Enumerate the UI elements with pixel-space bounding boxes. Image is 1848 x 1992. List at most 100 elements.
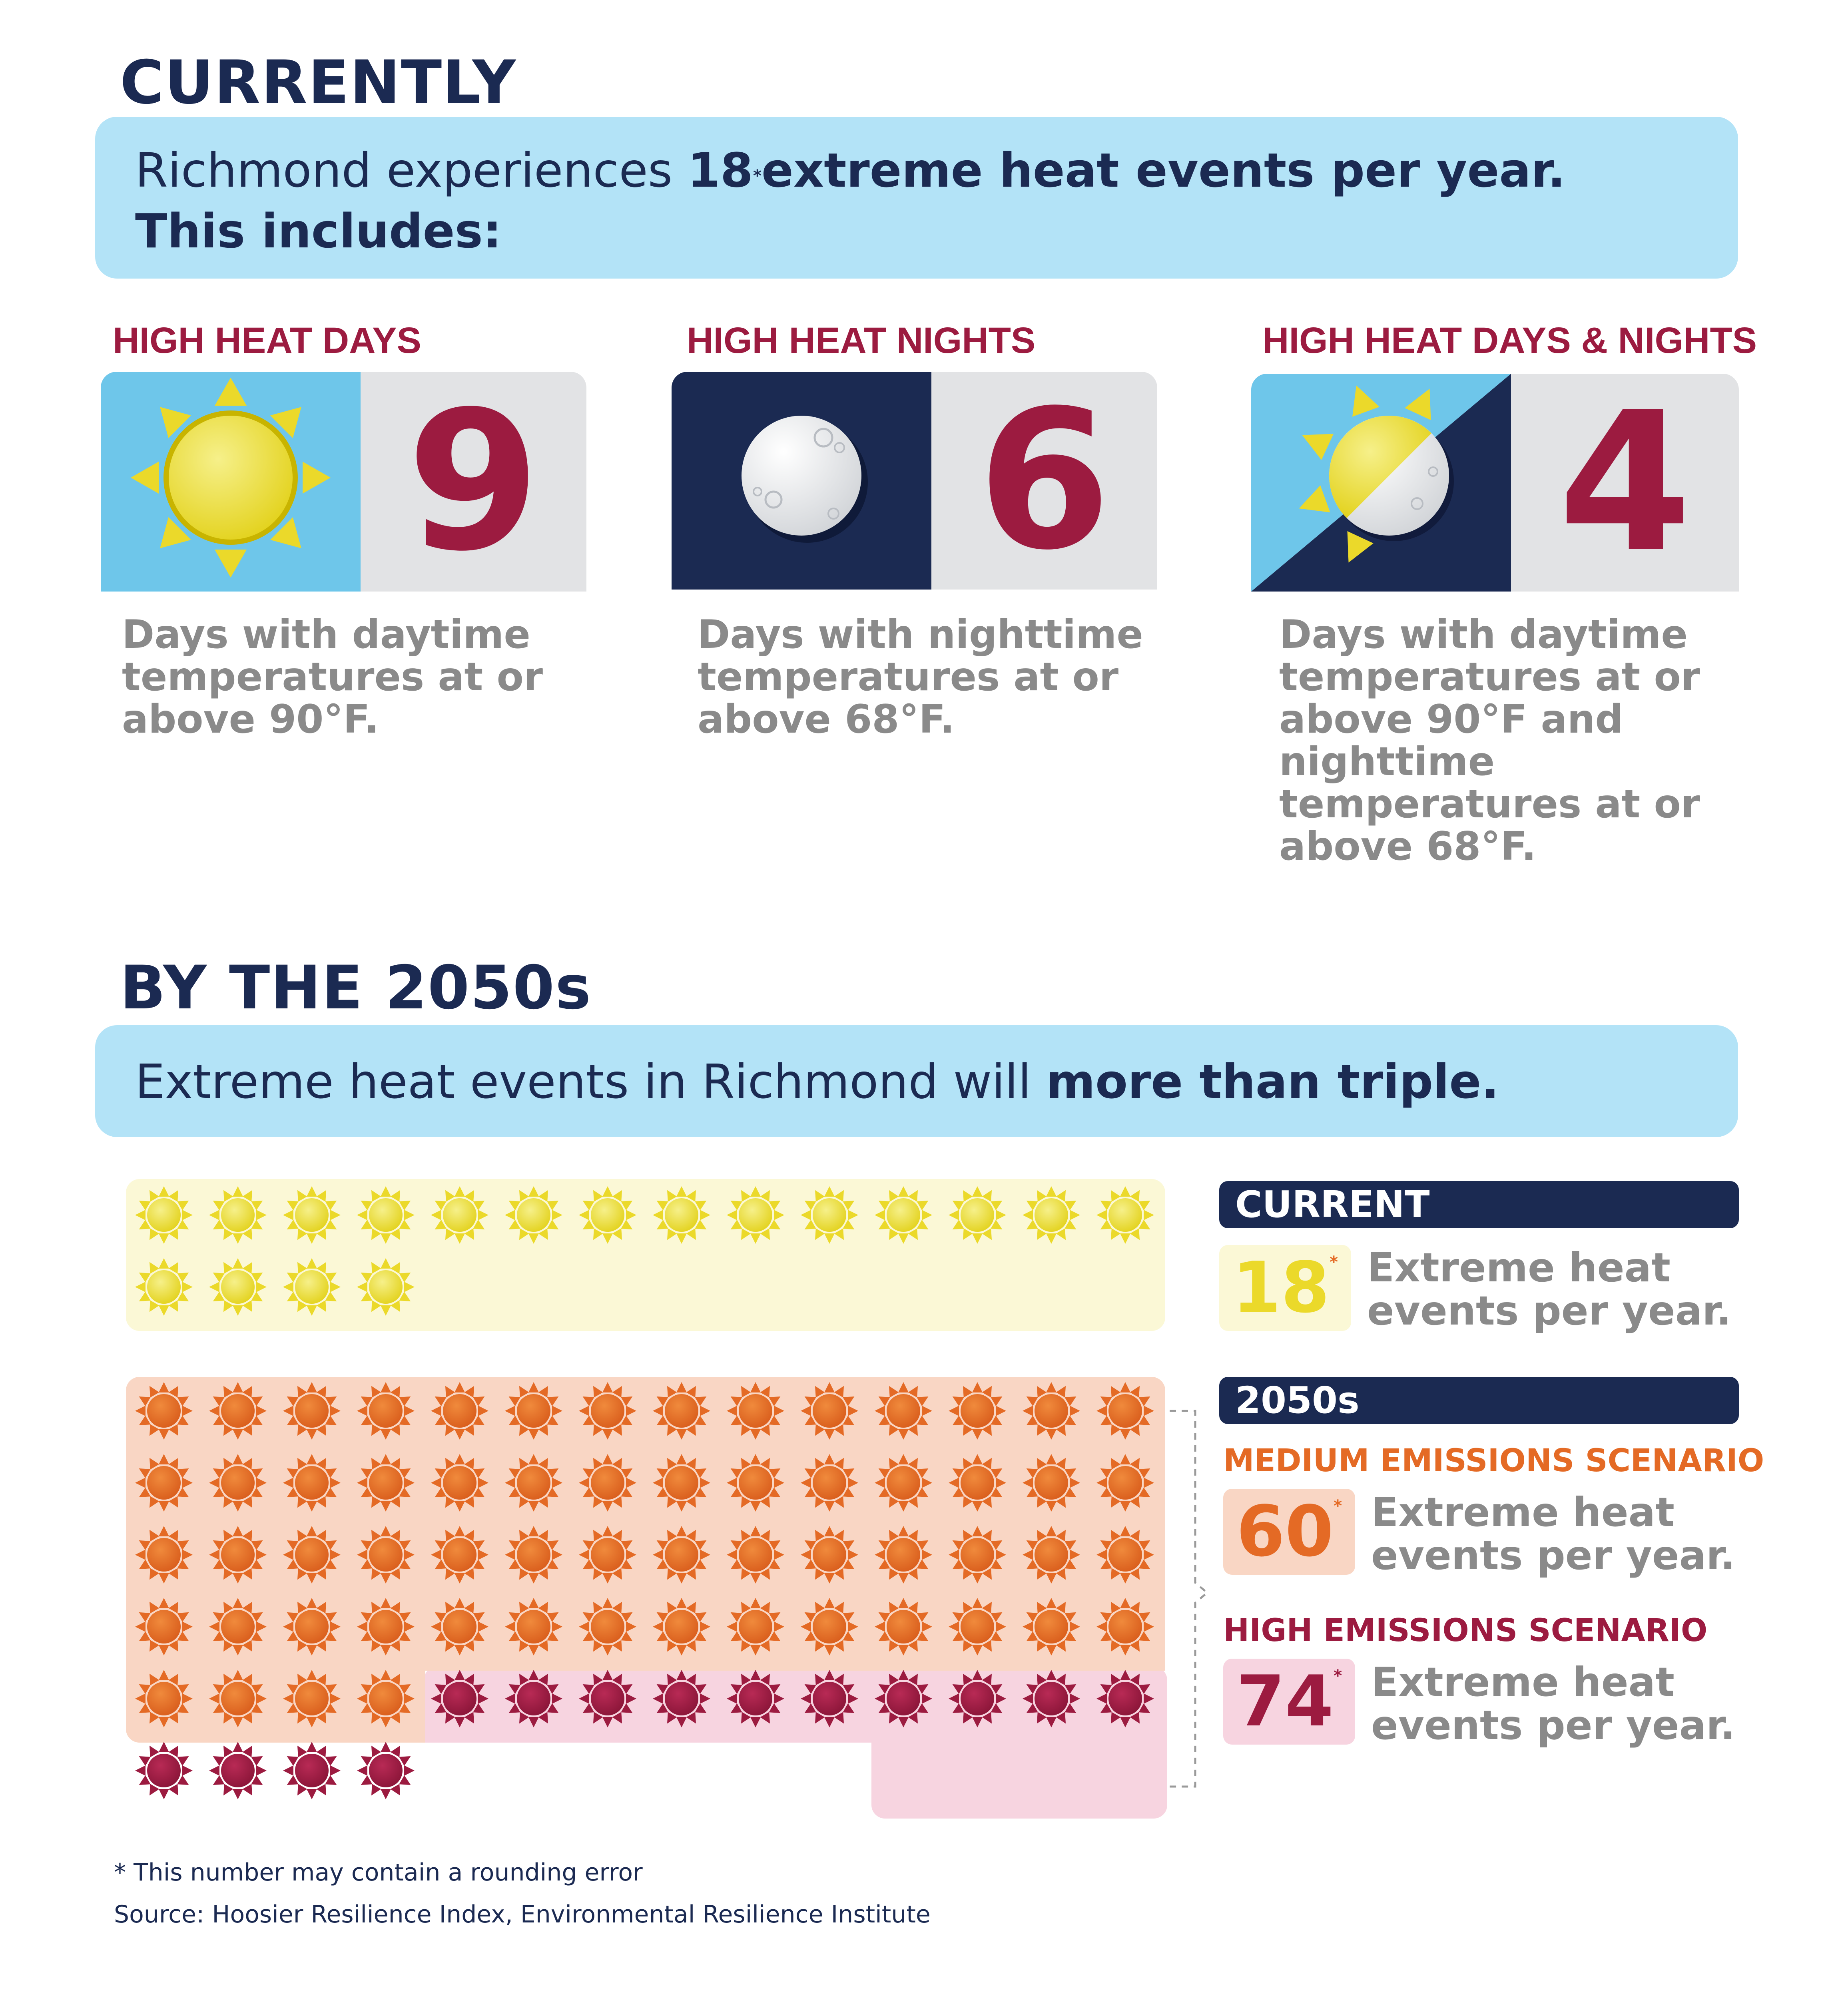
high-heat-days-nights-card: 4 — [1251, 374, 1739, 592]
medium-scenario-sun — [801, 1598, 858, 1655]
high-scenario-sun — [1023, 1670, 1080, 1727]
medium-scenario-sun — [357, 1382, 415, 1440]
medium-scenario-sun — [431, 1454, 488, 1512]
high-scenario-sun — [135, 1742, 193, 1799]
medium-scenario-sun — [1023, 1454, 1080, 1512]
current-event-sun — [431, 1186, 488, 1244]
asterisk: * — [1330, 1253, 1338, 1271]
current-event-sun — [357, 1186, 415, 1244]
current-event-sun — [1023, 1186, 1080, 1244]
current-value: 18 — [1232, 1247, 1330, 1329]
medium-scenario-title: MEDIUM EMISSIONS SCENARIO — [1223, 1443, 1764, 1479]
medium-scenario-sun — [949, 1526, 1006, 1584]
section-heading-2050s: BY THE 2050s — [120, 953, 592, 1023]
medium-scenario-sun — [875, 1454, 932, 1512]
high-value: 74 — [1236, 1661, 1334, 1742]
banner-line-1: Richmond experiences 18*extreme heat eve… — [135, 140, 1565, 201]
medium-scenario-sun — [283, 1670, 341, 1727]
medium-scenario-sun — [579, 1382, 636, 1440]
high-scenario-sun — [727, 1670, 784, 1727]
high-scenario-sun — [949, 1670, 1006, 1727]
medium-scenario-sun — [801, 1382, 858, 1440]
current-event-sun — [653, 1186, 710, 1244]
banner-text: Extreme heat events in Richmond will — [135, 1054, 1046, 1109]
medium-scenario-sun — [579, 1454, 636, 1512]
medium-scenario-sun — [653, 1454, 710, 1512]
medium-scenario-sun — [579, 1598, 636, 1655]
current-event-sun — [579, 1186, 636, 1244]
high-heat-days-card: 9 — [101, 372, 586, 592]
current-event-sun — [1096, 1186, 1154, 1244]
medium-scenario-sun — [949, 1382, 1006, 1440]
high-heat-days-nights-description: Days with daytime temperatures at or abo… — [1279, 612, 1700, 869]
medium-scenario-sun — [801, 1526, 858, 1584]
medium-scenario-sun — [135, 1598, 193, 1655]
high-scenario-sun — [431, 1670, 488, 1727]
high-scenario-sun — [505, 1670, 562, 1727]
category-title-high-heat-days: HIGH HEAT DAYS — [113, 320, 421, 361]
medium-scenario-sun — [727, 1526, 784, 1584]
current-event-sun — [135, 1186, 193, 1244]
medium-scenario-sun — [1096, 1598, 1154, 1655]
current-event-sun — [209, 1186, 267, 1244]
medium-value: 60 — [1236, 1491, 1334, 1572]
medium-scenario-sun — [653, 1526, 710, 1584]
high-heat-days-value: 9 — [407, 372, 540, 592]
medium-scenario-sun — [653, 1598, 710, 1655]
banner-number: 18 — [687, 143, 753, 198]
category-title-high-heat-days-nights: HIGH HEAT DAYS & NIGHTS — [1262, 320, 1757, 361]
medium-scenario-sun — [135, 1670, 193, 1727]
medium-scenario-sun — [875, 1526, 932, 1584]
current-value-badge: 18* — [1219, 1245, 1351, 1331]
asterisk: * — [1334, 1497, 1342, 1515]
medium-scenario-sun — [727, 1382, 784, 1440]
medium-scenario-sun — [505, 1526, 562, 1584]
current-event-sun — [727, 1186, 784, 1244]
high-heat-nights-value: 6 — [977, 372, 1111, 590]
high-scenario-sun — [579, 1670, 636, 1727]
high-heat-days-nights-value: 4 — [1558, 374, 1692, 592]
banner-line-2: This includes: — [135, 203, 502, 259]
medium-scenario-sun — [357, 1598, 415, 1655]
asterisk: * — [1334, 1667, 1342, 1685]
asterisk: * — [753, 167, 762, 185]
medium-scenario-sun — [875, 1598, 932, 1655]
medium-scenario-sun — [1096, 1382, 1154, 1440]
high-scenario-sun — [209, 1742, 267, 1799]
medium-scenario-sun — [283, 1382, 341, 1440]
current-event-sun — [283, 1258, 341, 1316]
high-scenario-title: HIGH EMISSIONS SCENARIO — [1223, 1613, 1708, 1649]
high-heat-nights-card: 6 — [672, 372, 1157, 590]
high-scenario-sun — [653, 1670, 710, 1727]
medium-scenario-sun — [209, 1382, 267, 1440]
banner-text-bold: extreme heat events per year. — [761, 143, 1566, 198]
high-scenario-sun — [801, 1670, 858, 1727]
high-heat-nights-description: Days with nighttime temperatures at or a… — [698, 612, 1143, 742]
medium-value-badge: 60* — [1223, 1489, 1355, 1575]
moon-icon — [672, 372, 931, 590]
medium-scenario-sun — [727, 1598, 784, 1655]
medium-scenario-sun — [1023, 1598, 1080, 1655]
medium-scenario-sun — [135, 1454, 193, 1512]
medium-scenario-sun — [283, 1598, 341, 1655]
current-label: CURRENT — [1219, 1181, 1739, 1228]
banner-text: Richmond experiences — [135, 143, 688, 198]
medium-scenario-sun — [357, 1526, 415, 1584]
medium-scenario-sun — [431, 1598, 488, 1655]
future-banner-text: Extreme heat events in Richmond will mor… — [135, 1051, 1499, 1112]
medium-scenario-sun — [949, 1454, 1006, 1512]
medium-scenario-sun — [801, 1454, 858, 1512]
current-events-desc: Extreme heat events per year. — [1367, 1244, 1732, 1334]
medium-scenario-sun — [505, 1454, 562, 1512]
medium-scenario-sun — [1023, 1526, 1080, 1584]
medium-events-desc: Extreme heat events per year. — [1371, 1489, 1736, 1579]
medium-scenario-sun — [949, 1598, 1006, 1655]
high-scenario-sun — [283, 1742, 341, 1799]
medium-scenario-sun — [209, 1670, 267, 1727]
medium-scenario-sun — [431, 1526, 488, 1584]
medium-scenario-sun — [283, 1454, 341, 1512]
current-event-sun — [505, 1186, 562, 1244]
sun-moon-icon — [1251, 374, 1511, 592]
medium-scenario-sun — [579, 1526, 636, 1584]
